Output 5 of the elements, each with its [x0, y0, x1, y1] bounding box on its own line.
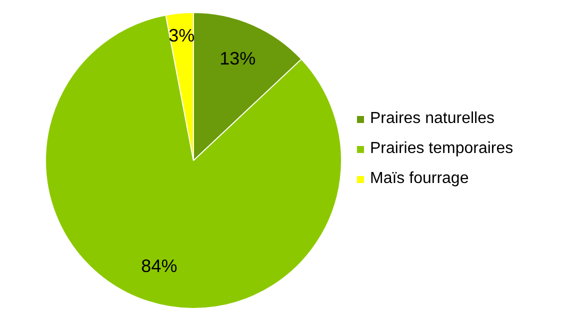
- data-label: 84%: [141, 256, 178, 276]
- legend-label: Praires naturelles: [370, 110, 494, 128]
- legend-label: Maïs fourrage: [370, 170, 469, 188]
- data-label: 13%: [220, 48, 256, 69]
- legend-label: Prairies temporaires: [370, 140, 514, 158]
